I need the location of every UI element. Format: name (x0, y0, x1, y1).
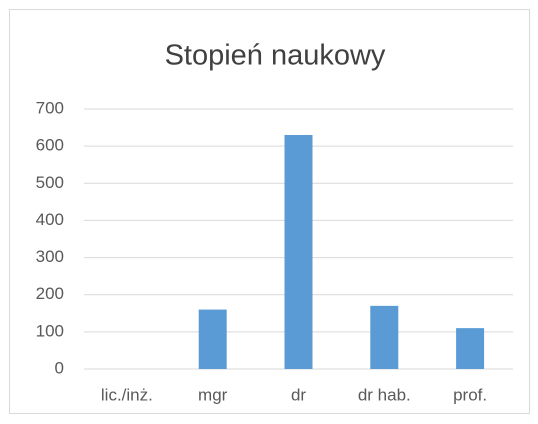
chart-border (9, 9, 530, 414)
x-tick-label: mgr (198, 385, 228, 404)
y-tick-label: 700 (36, 98, 64, 117)
bar (370, 305, 399, 369)
y-tick-label: 0 (55, 358, 64, 377)
y-tick-label: 500 (36, 173, 64, 192)
y-tick-label: 100 (36, 321, 64, 340)
bar (284, 135, 313, 369)
y-tick-label: 200 (36, 284, 64, 303)
x-tick-label: lic./inż. (101, 385, 153, 404)
y-tick-label: 400 (36, 210, 64, 229)
y-tick-label: 600 (36, 136, 64, 155)
y-tick-label: 300 (36, 247, 64, 266)
bar (456, 328, 485, 369)
bar (198, 309, 227, 369)
chart-title: Stopień naukowy (165, 40, 386, 72)
x-tick-label: dr (291, 385, 306, 404)
x-tick-label: dr hab. (358, 385, 411, 404)
x-tick-label: prof. (453, 385, 487, 404)
